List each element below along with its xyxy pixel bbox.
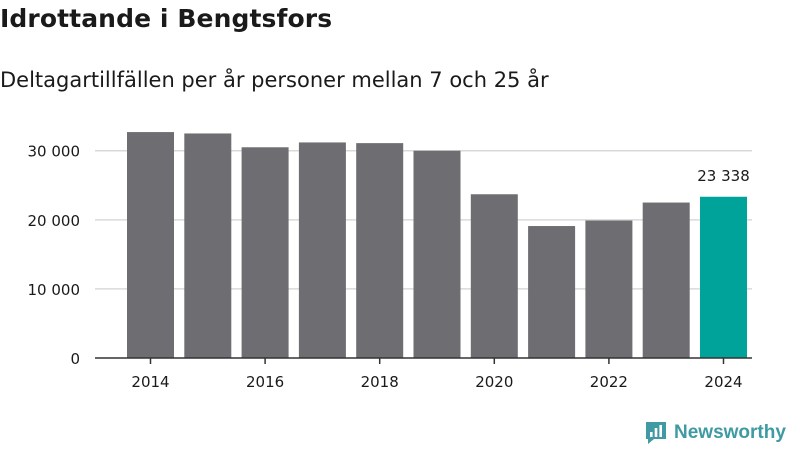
y-tick-label: 30 000 (28, 143, 81, 161)
bar (298, 142, 346, 358)
bar (356, 143, 404, 358)
bar (184, 133, 232, 358)
bar (127, 132, 174, 358)
chart-title: Idrottande i Bengtsfors (0, 4, 333, 33)
y-tick-label: 0 (70, 350, 80, 368)
bar (642, 202, 690, 358)
x-tick-label: 2016 (246, 373, 284, 391)
chart-subtitle: Deltagartillfällen per år personer mella… (0, 68, 549, 92)
bar (241, 147, 289, 358)
bar-highlight (700, 196, 747, 358)
x-tick-label: 2014 (131, 373, 169, 391)
brand-logo: Newsworthy (644, 420, 786, 446)
y-tick-label: 10 000 (28, 281, 81, 299)
x-tick-label: 2022 (590, 373, 628, 391)
newsworthy-logo-icon (646, 422, 666, 444)
bar (470, 194, 518, 358)
x-tick-label: 2020 (475, 373, 513, 391)
x-tick-label: 2024 (704, 373, 742, 391)
bar (585, 220, 633, 358)
y-tick-label: 20 000 (28, 212, 81, 230)
x-tick-label: 2018 (361, 373, 399, 391)
bar (413, 150, 461, 358)
brand-name: Newsworthy (674, 422, 786, 443)
bar (528, 226, 576, 358)
data-label: 23 338 (697, 167, 750, 185)
